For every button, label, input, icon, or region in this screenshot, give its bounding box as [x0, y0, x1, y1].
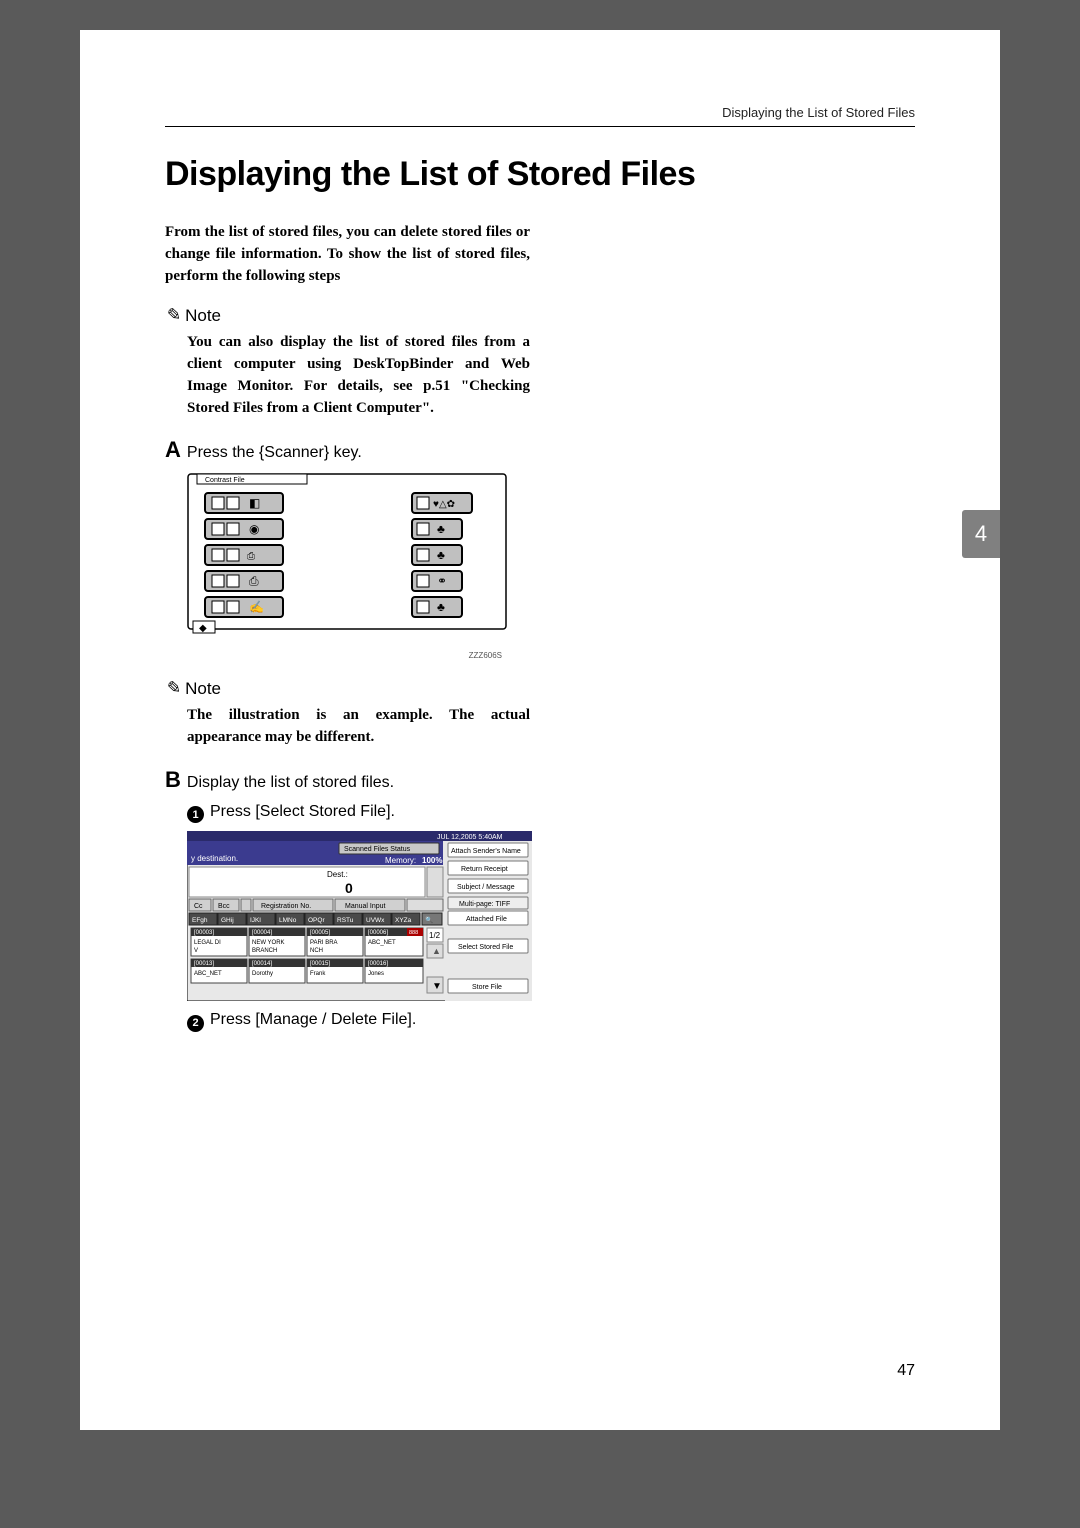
page-title: Displaying the List of Stored Files [165, 155, 915, 194]
svg-text:▲: ▲ [432, 946, 441, 956]
intro-paragraph: From the list of stored files, you can d… [165, 222, 530, 287]
svg-text:[00015]: [00015] [310, 961, 330, 967]
note-body: You can also display the list of stored … [165, 332, 530, 419]
svg-text:◉: ◉ [249, 522, 259, 536]
figure-touch-panel: JUL 12,2005 5:40AM y destination. Scanne… [187, 831, 530, 1001]
svg-text:BRANCH: BRANCH [252, 948, 277, 954]
svg-text:◧: ◧ [249, 496, 260, 510]
svg-text:Scanned Files Status: Scanned Files Status [344, 846, 411, 853]
svg-text:100%: 100% [422, 856, 442, 865]
svg-text:NCH: NCH [310, 948, 323, 954]
note-body-2: The illustration is an example. The actu… [165, 705, 530, 749]
svg-text:[00004]: [00004] [252, 930, 272, 936]
svg-text:Attach Sender's Name: Attach Sender's Name [451, 848, 521, 855]
substep-1-text: Press [Select Stored File]. [210, 803, 395, 821]
circled-1-icon: 1 [187, 806, 204, 823]
chapter-tab: 4 [962, 510, 1000, 558]
figure-control-panel: Contrast File [187, 473, 530, 643]
svg-text:[00003]: [00003] [194, 930, 214, 936]
substep-2: 2 Press [Manage / Delete File]. [187, 1011, 530, 1030]
svg-text:EFgh: EFgh [192, 917, 208, 924]
svg-text:⎙: ⎙ [247, 551, 255, 562]
pencil-icon: ✎ [163, 304, 182, 327]
svg-text:0: 0 [345, 880, 353, 896]
step-letter-a: A [165, 437, 181, 463]
svg-text:GHij: GHij [221, 917, 234, 924]
substep-1: 1 Press [Select Stored File]. [187, 803, 530, 822]
panel-datetime: JUL 12,2005 5:40AM [437, 834, 503, 841]
svg-text:y destination.: y destination. [191, 854, 238, 863]
svg-text:[00016]: [00016] [368, 961, 388, 967]
svg-text:LEGAL DI: LEGAL DI [194, 940, 221, 946]
svg-text:⚭: ⚭ [437, 574, 447, 588]
page: Displaying the List of Stored Files Disp… [80, 30, 1000, 1430]
svg-text:Registration No.: Registration No. [261, 903, 311, 910]
circled-2-icon: 2 [187, 1015, 204, 1032]
running-header: Displaying the List of Stored Files [165, 105, 915, 120]
content-column: From the list of stored files, you can d… [165, 222, 530, 1030]
svg-text:♣: ♣ [437, 600, 445, 614]
svg-text:OPQr: OPQr [308, 917, 325, 924]
svg-text:Store File: Store File [472, 984, 502, 991]
svg-text:Return Receipt: Return Receipt [461, 866, 508, 873]
svg-text:ABC_NET: ABC_NET [194, 971, 222, 977]
svg-text:LMNo: LMNo [279, 917, 297, 924]
svg-text:UVWx: UVWx [366, 917, 385, 924]
svg-text:🔍: 🔍 [425, 915, 433, 924]
svg-text:NEW YORK: NEW YORK [252, 940, 285, 946]
svg-text:1/2: 1/2 [429, 931, 441, 940]
svg-text:Multi-page: TIFF: Multi-page: TIFF [459, 901, 510, 908]
svg-text:PARI BRA: PARI BRA [310, 940, 338, 946]
note-header: ✎ Note [165, 305, 530, 326]
svg-text:♣: ♣ [437, 522, 445, 536]
pencil-icon: ✎ [163, 677, 182, 700]
note-label: Note [185, 306, 221, 326]
step-b: B Display the list of stored files. [165, 767, 530, 793]
svg-text:Contrast File: Contrast File [205, 477, 245, 484]
svg-text:Dorothy: Dorothy [252, 971, 273, 977]
svg-text:RSTu: RSTu [337, 917, 354, 924]
svg-text:Attached File: Attached File [466, 916, 507, 923]
svg-text:♣: ♣ [437, 548, 445, 562]
svg-text:Jones: Jones [368, 971, 384, 977]
step-a: A Press the {Scanner} key. [165, 437, 530, 463]
svg-text:Select Stored File: Select Stored File [458, 944, 513, 951]
header-rule [165, 126, 915, 127]
note-label-2: Note [185, 679, 221, 699]
svg-text:[00013]: [00013] [194, 961, 214, 967]
svg-text:XYZa: XYZa [395, 917, 412, 924]
svg-text:▼: ▼ [432, 981, 442, 992]
svg-text:[00006]: [00006] [368, 930, 388, 936]
step-letter-b: B [165, 767, 181, 793]
svg-text:Memory:: Memory: [385, 856, 416, 865]
svg-text:Manual Input: Manual Input [345, 903, 386, 910]
svg-text:Cc: Cc [194, 903, 203, 910]
svg-text:888: 888 [409, 930, 418, 936]
substep-2-text: Press [Manage / Delete File]. [210, 1011, 416, 1029]
svg-text:Frank: Frank [310, 971, 326, 977]
svg-text:[00005]: [00005] [310, 930, 330, 936]
svg-text:Bcc: Bcc [218, 903, 230, 910]
svg-text:Dest.:: Dest.: [327, 870, 348, 879]
svg-text:♥△✿: ♥△✿ [433, 499, 455, 510]
page-number: 47 [897, 1362, 915, 1380]
svg-text:IJKl: IJKl [250, 917, 261, 924]
svg-text:◆: ◆ [199, 623, 207, 634]
figure1-caption: ZZZ606S [165, 651, 502, 660]
svg-text:⎙: ⎙ [249, 574, 259, 588]
svg-text:[00014]: [00014] [252, 961, 272, 967]
svg-text:V: V [194, 948, 198, 954]
step-b-text: Display the list of stored files. [187, 774, 394, 792]
svg-text:✍: ✍ [249, 600, 264, 614]
svg-text:Subject / Message: Subject / Message [457, 884, 515, 891]
svg-text:ABC_NET: ABC_NET [368, 940, 396, 946]
note-header-2: ✎ Note [165, 678, 530, 699]
step-a-text: Press the {Scanner} key. [187, 444, 362, 462]
